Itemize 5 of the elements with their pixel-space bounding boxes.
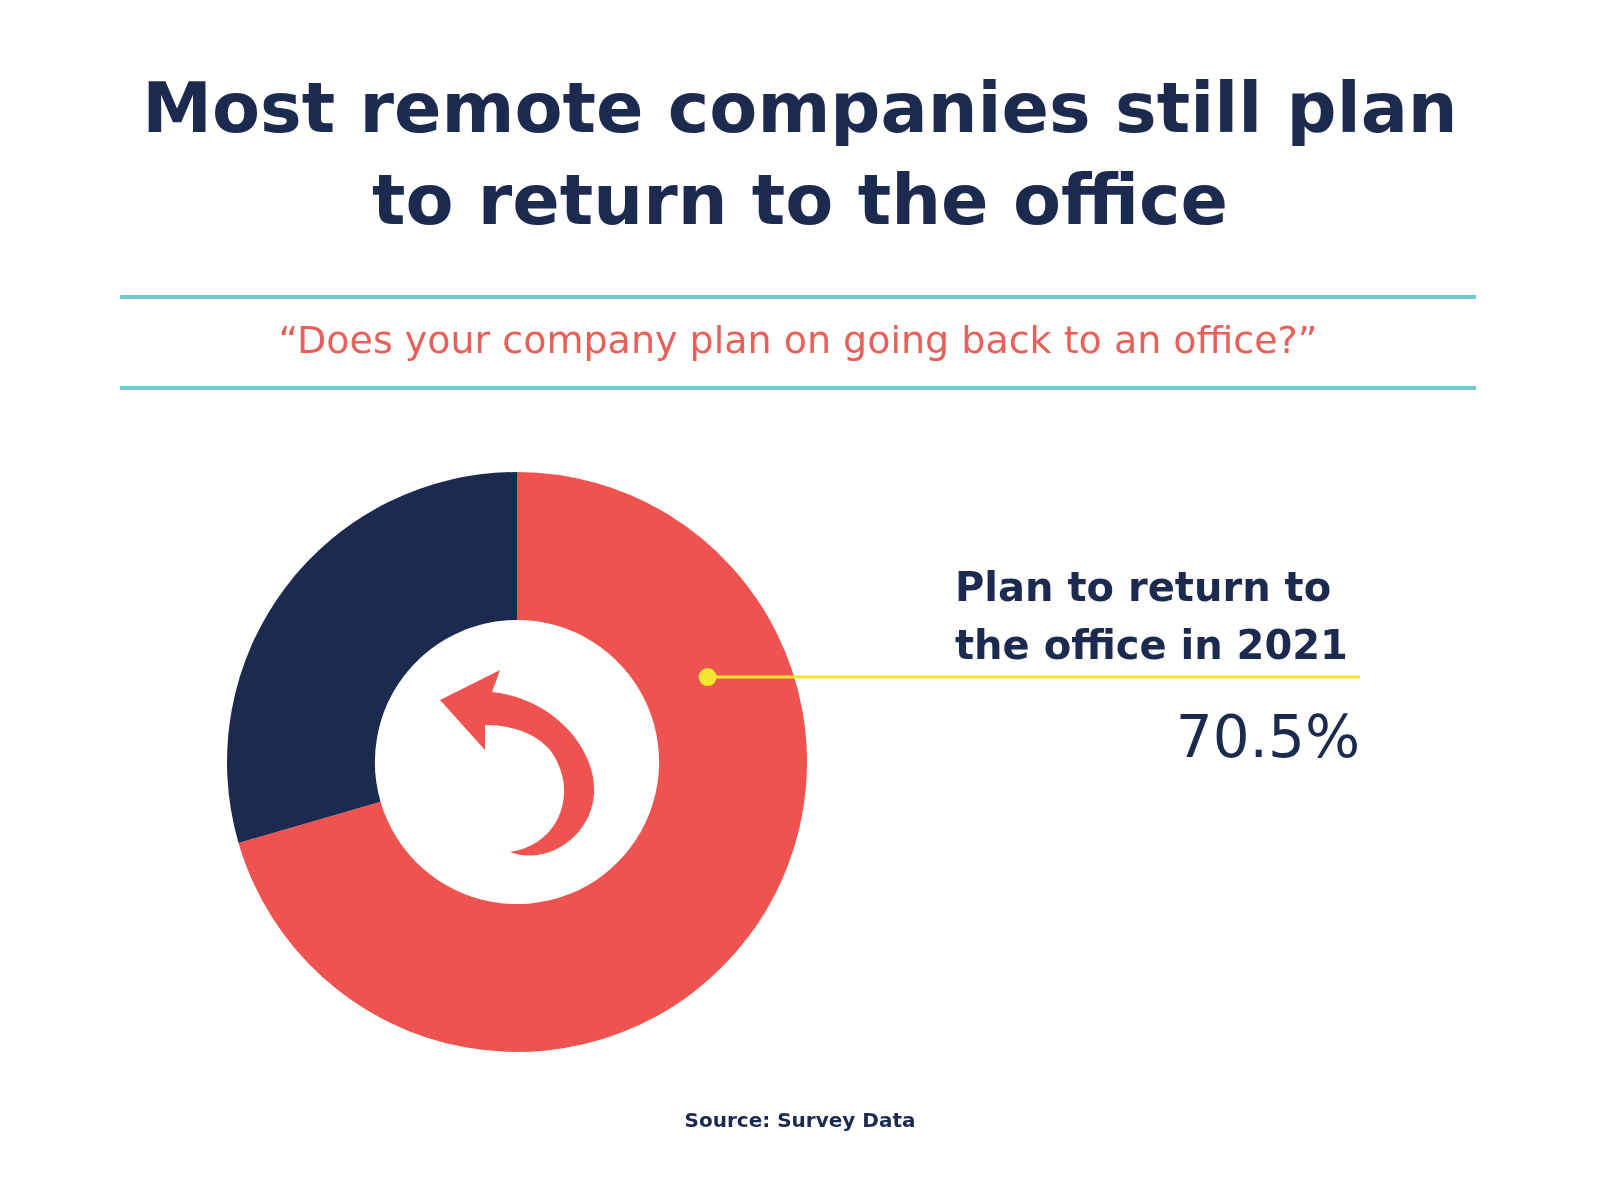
- data-label: 70.5%: [1175, 703, 1360, 772]
- chart-title: Most remote companies still plan to return to the office: [141, 66, 1459, 243]
- chart-subtitle: “Does your company plan on going back to an office?”: [277, 318, 1319, 362]
- source-note: Source: Survey Data: [683, 1108, 917, 1132]
- slice-label: Plan to return to the office in 2021: [955, 564, 1348, 669]
